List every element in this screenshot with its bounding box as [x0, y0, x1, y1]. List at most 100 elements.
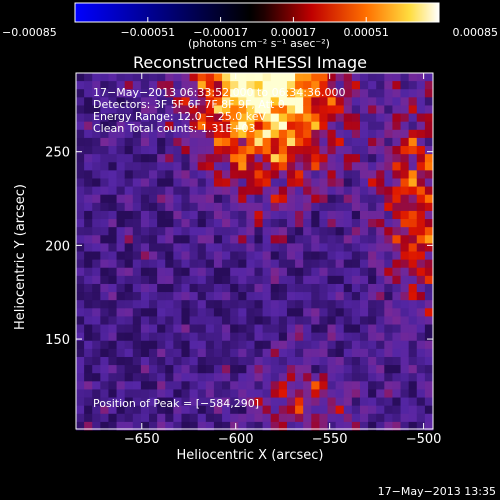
- heatmap-cell: [116, 308, 126, 317]
- heatmap-cell: [116, 219, 126, 228]
- heatmap-cell: [303, 283, 312, 293]
- heatmap-cell: [197, 137, 207, 147]
- heatmap-cell: [246, 170, 255, 179]
- heatmap-cell: [278, 316, 288, 325]
- heatmap-cell: [343, 235, 353, 244]
- heatmap-cell: [384, 389, 393, 398]
- heatmap-cell: [384, 324, 393, 334]
- heatmap-cell: [238, 373, 247, 382]
- heatmap-cell: [116, 421, 126, 431]
- heatmap-cell: [92, 348, 101, 358]
- heatmap-cell: [181, 89, 190, 98]
- heatmap-cell: [384, 259, 393, 269]
- heatmap-cell: [384, 162, 393, 171]
- heatmap-cell: [213, 73, 223, 82]
- heatmap-cell: [343, 356, 353, 366]
- heatmap-cell: [408, 121, 418, 131]
- heatmap-cell: [197, 397, 207, 407]
- heatmap-cell: [311, 154, 320, 163]
- heatmap-cell: [295, 389, 304, 398]
- heatmap-cell: [157, 373, 166, 382]
- heatmap-cell: [140, 283, 150, 293]
- heatmap-cell: [311, 210, 320, 220]
- heatmap-cell: [295, 348, 304, 358]
- heatmap-cell: [408, 194, 418, 204]
- heatmap-cell: [108, 405, 117, 415]
- heatmap-cell: [197, 381, 207, 390]
- heatmap-cell: [173, 324, 182, 334]
- heatmap-cell: [230, 292, 239, 301]
- heatmap-cell: [335, 259, 345, 269]
- heatmap-cell: [424, 365, 434, 374]
- heatmap-cell: [311, 137, 320, 147]
- heatmap-cell: [84, 146, 93, 155]
- heatmap-cell: [303, 73, 312, 82]
- heatmap-cell: [100, 316, 109, 325]
- heatmap-cell: [181, 275, 190, 285]
- heatmap-cell: [246, 300, 255, 309]
- heatmap-cell: [335, 97, 345, 106]
- heatmap-cell: [424, 170, 434, 179]
- heatmap-cell: [335, 324, 345, 334]
- colorbar-tick-label: −0.00051: [120, 26, 175, 39]
- heatmap-cell: [351, 421, 361, 431]
- heatmap-cell: [197, 235, 207, 244]
- heatmap-cell: [84, 170, 93, 179]
- heatmap-cell: [359, 413, 369, 423]
- heatmap-cell: [108, 113, 117, 123]
- heatmap-cell: [368, 292, 377, 301]
- heatmap-cell: [149, 97, 158, 106]
- heatmap-cell: [424, 146, 434, 155]
- heatmap-cell: [165, 397, 174, 407]
- heatmap-cell: [230, 154, 239, 163]
- heatmap-cell: [238, 348, 247, 358]
- heatmap-cell: [262, 421, 272, 431]
- heatmap-cell: [230, 324, 239, 334]
- heatmap-cell: [400, 89, 410, 98]
- heatmap-cell: [92, 365, 101, 374]
- heatmap-cell: [108, 129, 117, 139]
- heatmap-cell: [157, 81, 166, 90]
- heatmap-cell: [116, 316, 126, 325]
- heatmap-cell: [400, 105, 410, 114]
- heatmap-cell: [278, 129, 288, 139]
- heatmap-cell: [92, 121, 101, 131]
- heatmap-cell: [286, 202, 296, 212]
- heatmap-cell: [213, 373, 223, 382]
- heatmap-cell: [416, 348, 426, 358]
- heatmap-cell: [351, 356, 361, 366]
- heatmap-cell: [376, 389, 385, 398]
- heatmap-cell: [262, 129, 272, 139]
- heatmap-cell: [230, 283, 239, 293]
- heatmap-cell: [424, 397, 434, 407]
- heatmap-cell: [108, 186, 117, 196]
- heatmap-cell: [319, 162, 328, 171]
- heatmap-cell: [384, 170, 393, 179]
- heatmap-cell: [197, 251, 207, 261]
- heatmap-cell: [384, 73, 393, 82]
- heatmap-cell: [384, 267, 393, 277]
- heatmap-cell: [165, 219, 174, 228]
- heatmap-cell: [92, 324, 101, 334]
- heatmap-cell: [286, 259, 296, 269]
- heatmap-cell: [92, 162, 101, 171]
- heatmap-cell: [303, 348, 312, 358]
- heatmap-cell: [311, 251, 320, 261]
- heatmap-cell: [327, 365, 337, 374]
- heatmap-cell: [124, 308, 134, 317]
- heatmap-cell: [205, 162, 215, 171]
- heatmap-cell: [222, 373, 231, 382]
- heatmap-cell: [246, 316, 255, 325]
- heatmap-cell: [181, 340, 190, 350]
- heatmap-cell: [278, 389, 288, 398]
- heatmap-cell: [205, 73, 215, 82]
- heatmap-cell: [408, 243, 418, 252]
- heatmap-cell: [140, 219, 150, 228]
- heatmap-cell: [286, 421, 296, 431]
- heatmap-cell: [165, 146, 174, 155]
- heatmap-cell: [116, 324, 126, 334]
- heatmap-cell: [278, 210, 288, 220]
- heatmap-cell: [368, 162, 377, 171]
- heatmap-cell: [84, 275, 93, 285]
- heatmap-cell: [100, 324, 109, 334]
